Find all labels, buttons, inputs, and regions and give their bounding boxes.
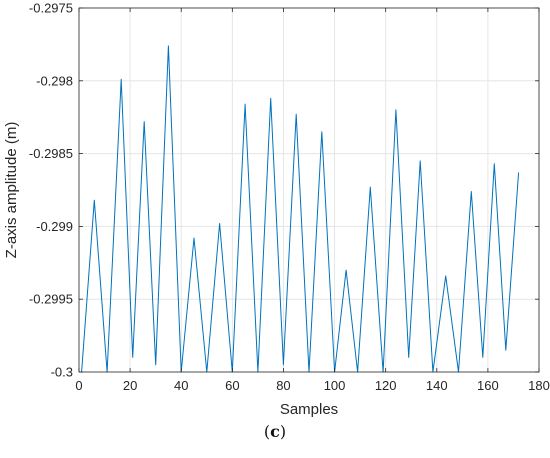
y-tick-label: -0.298 bbox=[36, 73, 73, 88]
caption-open-paren: ( bbox=[263, 422, 271, 441]
x-tick-label: 120 bbox=[375, 378, 397, 393]
x-tick-label: 40 bbox=[174, 378, 188, 393]
x-tick-labels: 0 20 40 60 80 100 120 140 160 180 bbox=[75, 378, 549, 393]
caption-close-paren: ) bbox=[279, 422, 287, 441]
x-tick-label: 140 bbox=[426, 378, 448, 393]
series-line bbox=[81, 45, 520, 373]
x-axis-label: Samples bbox=[280, 401, 338, 418]
x-tick-label: 20 bbox=[123, 378, 137, 393]
y-tick-label: -0.2995 bbox=[29, 292, 73, 307]
y-tick-label: -0.299 bbox=[36, 219, 73, 234]
axis-ticks bbox=[78, 7, 540, 373]
plot-area-background bbox=[79, 8, 539, 372]
x-tick-label: 180 bbox=[528, 378, 550, 393]
caption-letter: c bbox=[270, 422, 280, 441]
y-tick-label: -0.2975 bbox=[29, 1, 73, 16]
x-tick-label: 60 bbox=[225, 378, 239, 393]
series-layer bbox=[81, 45, 520, 373]
plot-area-border bbox=[78, 7, 540, 373]
y-tick-label: -0.2985 bbox=[29, 146, 73, 161]
figure-caption: (c) bbox=[0, 422, 550, 441]
y-tick-labels: -0.3 -0.2995 -0.299 -0.2985 -0.298 -0.2975 bbox=[29, 1, 73, 380]
line-chart: 0 20 40 60 80 100 120 140 160 180 -0.3 -0.2995 -0.2… bbox=[3, 1, 550, 419]
x-tick-label: 80 bbox=[276, 378, 290, 393]
y-axis-label: Z-axis amplitude (m) bbox=[3, 122, 20, 259]
x-tick-label: 100 bbox=[324, 378, 346, 393]
y-tick-label: -0.3 bbox=[51, 365, 73, 380]
x-tick-label: 160 bbox=[477, 378, 499, 393]
x-tick-label: 0 bbox=[75, 378, 82, 393]
